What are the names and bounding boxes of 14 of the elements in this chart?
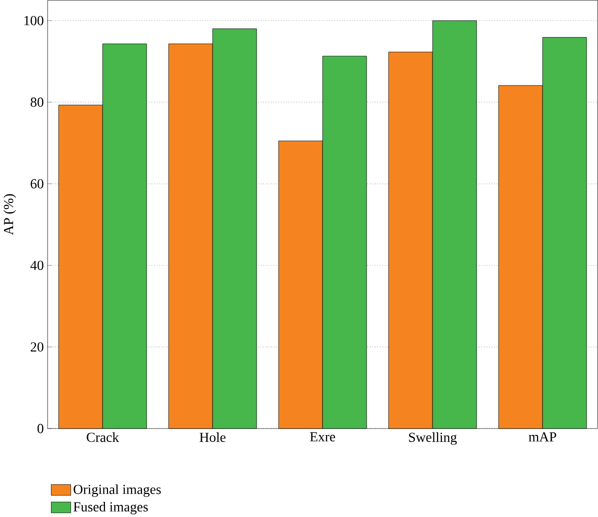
y-tick-label: 100 bbox=[24, 16, 44, 26]
x-tick-label: Crack bbox=[86, 432, 120, 442]
y-tick-label: 20 bbox=[30, 342, 44, 352]
y-tick-label: 40 bbox=[30, 260, 44, 270]
x-tick-label: Exre bbox=[310, 432, 336, 442]
y-tick-label: 0 bbox=[38, 424, 44, 434]
x-tick-label: mAP bbox=[528, 432, 556, 442]
legend-label: Fused images bbox=[73, 502, 148, 514]
legend-label: Original images bbox=[74, 484, 161, 497]
x-tick-label: Swelling bbox=[409, 432, 457, 445]
y-axis-title: AP (%) bbox=[4, 194, 16, 235]
x-tick-label: Hole bbox=[200, 432, 226, 442]
y-tick-label: 80 bbox=[30, 97, 44, 107]
y-tick-label: 60 bbox=[30, 179, 44, 188]
